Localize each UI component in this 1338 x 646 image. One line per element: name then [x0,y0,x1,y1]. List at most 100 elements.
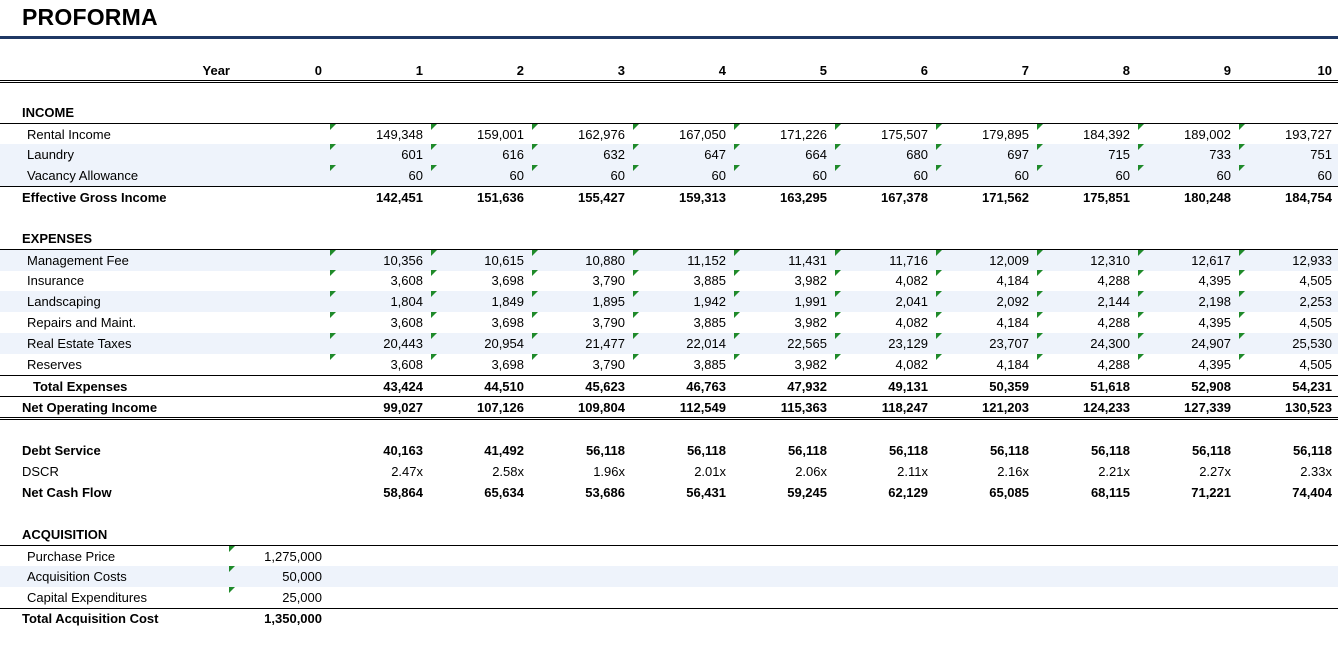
effective-gross-income-row-cell[interactable]: 171,562 [982,190,1029,205]
expense-row-cell[interactable]: 10,880 [585,253,625,268]
expense-row-cell[interactable]: 3,698 [491,273,524,288]
income-row-cell[interactable]: 159,001 [477,127,524,142]
net-cash-flow-row-cell[interactable]: 65,634 [484,485,524,500]
total-expenses-row-cell[interactable]: 50,359 [989,379,1029,394]
expense-row-cell[interactable]: 4,395 [1198,315,1231,330]
total-expenses-row-cell[interactable]: 46,763 [686,379,726,394]
expense-row-cell[interactable]: 3,698 [491,357,524,372]
income-row-cell[interactable]: 60 [812,168,827,183]
income-row-cell[interactable]: 715 [1108,147,1130,162]
expense-row-cell[interactable]: 22,565 [787,336,827,351]
effective-gross-income-row-cell[interactable]: 155,427 [578,190,625,205]
income-row-cell[interactable]: 149,348 [376,127,423,142]
expense-row-cell[interactable]: 11,716 [889,253,928,268]
total-acquisition-cost-row-value[interactable]: 1,350,000 [264,611,322,626]
expense-row-cell[interactable]: 1,991 [794,294,827,309]
debt-service-row-cell[interactable]: 56,118 [686,443,726,458]
expense-row-cell[interactable]: 24,907 [1191,336,1231,351]
net-operating-income-row-cell[interactable]: 130,523 [1285,400,1332,415]
expense-row-cell[interactable]: 3,885 [693,273,726,288]
expense-row-cell[interactable]: 3,790 [592,315,625,330]
expense-row-cell[interactable]: 4,288 [1097,315,1130,330]
expense-row-cell[interactable]: 1,849 [491,294,524,309]
net-operating-income-row-cell[interactable]: 127,339 [1184,400,1231,415]
expense-row-cell[interactable]: 3,790 [592,357,625,372]
expense-row-cell[interactable]: 1,942 [693,294,726,309]
expense-row-cell[interactable]: 12,310 [1090,253,1130,268]
debt-service-row-cell[interactable]: 40,163 [383,443,423,458]
total-expenses-row-cell[interactable]: 54,231 [1292,379,1332,394]
expense-row-cell[interactable]: 23,707 [989,336,1029,351]
income-row-cell[interactable]: 193,727 [1285,127,1332,142]
expense-row-cell[interactable]: 3,885 [693,315,726,330]
income-row-cell[interactable]: 751 [1310,147,1332,162]
total-expenses-row-cell[interactable]: 52,908 [1191,379,1231,394]
net-operating-income-row-cell[interactable]: 124,233 [1083,400,1130,415]
expense-row-cell[interactable]: 2,198 [1198,294,1231,309]
net-cash-flow-row-cell[interactable]: 71,221 [1191,485,1231,500]
income-row-cell[interactable]: 171,226 [780,127,827,142]
income-row-cell[interactable]: 60 [1014,168,1029,183]
dscr-row-cell[interactable]: 2.47x [391,464,423,479]
dscr-row-cell[interactable]: 1.96x [593,464,625,479]
net-cash-flow-row-cell[interactable]: 74,404 [1292,485,1332,500]
expense-row-cell[interactable]: 4,395 [1198,273,1231,288]
income-row-cell[interactable]: 60 [1216,168,1231,183]
expense-row-cell[interactable]: 12,933 [1292,253,1332,268]
net-cash-flow-row-cell[interactable]: 65,085 [989,485,1029,500]
acquisition-row-value[interactable]: 1,275,000 [264,549,322,564]
net-cash-flow-row-cell[interactable]: 59,245 [787,485,827,500]
income-row-cell[interactable]: 60 [1317,168,1332,183]
dscr-row-cell[interactable]: 2.06x [795,464,827,479]
debt-service-row-cell[interactable]: 56,118 [585,443,625,458]
expense-row-cell[interactable]: 2,092 [996,294,1029,309]
debt-service-row-cell[interactable]: 56,118 [787,443,827,458]
net-cash-flow-row-cell[interactable]: 53,686 [585,485,625,500]
expense-row-cell[interactable]: 2,041 [895,294,928,309]
expense-row-cell[interactable]: 3,790 [592,273,625,288]
net-operating-income-row-cell[interactable]: 99,027 [383,400,423,415]
effective-gross-income-row-cell[interactable]: 175,851 [1083,190,1130,205]
expense-row-cell[interactable]: 4,082 [895,315,928,330]
income-row-cell[interactable]: 175,507 [881,127,928,142]
expense-row-cell[interactable]: 23,129 [888,336,928,351]
income-row-cell[interactable]: 664 [805,147,827,162]
income-row-cell[interactable]: 60 [610,168,625,183]
expense-row-cell[interactable]: 24,300 [1090,336,1130,351]
expense-row-cell[interactable]: 4,288 [1097,273,1130,288]
debt-service-row-cell[interactable]: 56,118 [1090,443,1130,458]
income-row-cell[interactable]: 680 [906,147,928,162]
debt-service-row-cell[interactable]: 56,118 [1191,443,1231,458]
expense-row-cell[interactable]: 4,395 [1198,357,1231,372]
effective-gross-income-row-cell[interactable]: 167,378 [881,190,928,205]
income-row-cell[interactable]: 184,392 [1083,127,1130,142]
expense-row-cell[interactable]: 3,608 [390,273,423,288]
debt-service-row-cell[interactable]: 41,492 [484,443,524,458]
income-row-cell[interactable]: 60 [913,168,928,183]
expense-row-cell[interactable]: 4,082 [895,273,928,288]
income-row-cell[interactable]: 189,002 [1184,127,1231,142]
expense-row-cell[interactable]: 4,505 [1299,273,1332,288]
income-row-cell[interactable]: 167,050 [679,127,726,142]
income-row-cell[interactable]: 60 [408,168,423,183]
expense-row-cell[interactable]: 21,477 [585,336,625,351]
expense-row-cell[interactable]: 2,144 [1097,294,1130,309]
dscr-row-cell[interactable]: 2.01x [694,464,726,479]
net-operating-income-row-cell[interactable]: 107,126 [477,400,524,415]
dscr-row-cell[interactable]: 2.27x [1199,464,1231,479]
net-operating-income-row-cell[interactable]: 109,804 [578,400,625,415]
debt-service-row-cell[interactable]: 56,118 [888,443,928,458]
expense-row-cell[interactable]: 4,184 [996,273,1029,288]
expense-row-cell[interactable]: 12,009 [989,253,1029,268]
net-cash-flow-row-cell[interactable]: 56,431 [686,485,726,500]
expense-row-cell[interactable]: 4,505 [1299,315,1332,330]
total-expenses-row-cell[interactable]: 44,510 [484,379,524,394]
dscr-row-cell[interactable]: 2.58x [492,464,524,479]
expense-row-cell[interactable]: 3,982 [794,357,827,372]
expense-row-cell[interactable]: 3,698 [491,315,524,330]
income-row-cell[interactable]: 616 [502,147,524,162]
income-row-cell[interactable]: 647 [704,147,726,162]
debt-service-row-cell[interactable]: 56,118 [1292,443,1332,458]
debt-service-row-cell[interactable]: 56,118 [989,443,1029,458]
income-row-cell[interactable]: 179,895 [982,127,1029,142]
